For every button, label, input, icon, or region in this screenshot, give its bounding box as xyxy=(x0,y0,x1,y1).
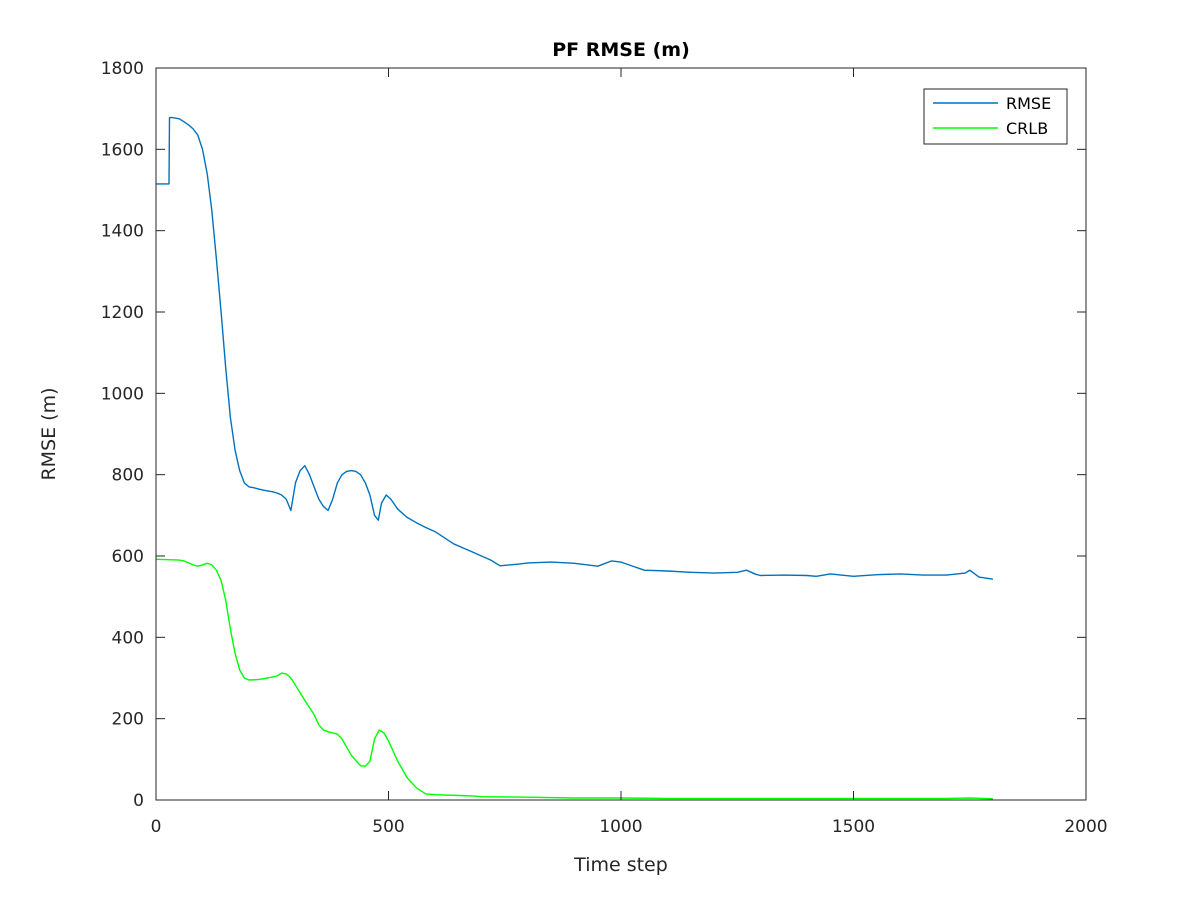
y-tick-label: 800 xyxy=(112,466,144,486)
y-tick-label: 1800 xyxy=(101,59,144,79)
x-tick-label: 1000 xyxy=(599,817,642,837)
x-tick-label: 2000 xyxy=(1064,817,1107,837)
x-tick-label: 500 xyxy=(372,817,404,837)
y-tick-label: 1000 xyxy=(101,384,144,404)
legend-box xyxy=(923,88,1068,145)
y-tick-label: 1600 xyxy=(101,140,144,160)
x-axis-label: Time step xyxy=(573,854,668,876)
y-tick-label: 400 xyxy=(112,628,144,648)
plot-area xyxy=(156,68,1086,800)
y-tick-label: 200 xyxy=(112,710,144,730)
legend-label-rmse: RMSE xyxy=(1006,94,1051,113)
series-layer xyxy=(156,116,994,800)
y-tick-label: 0 xyxy=(133,791,144,811)
legend: RMSE CRLB xyxy=(923,88,1068,145)
y-tick-label: 600 xyxy=(112,547,144,567)
y-axis-label: RMSE (m) xyxy=(38,387,60,480)
legend-label-crlb: CRLB xyxy=(1006,119,1048,138)
x-tick-label: 0 xyxy=(151,817,162,837)
ticks-layer: 0 500 1000 1500 2000 0 200 400 600 800 1000 1200 140… xyxy=(101,59,1108,837)
y-tick-label: 1400 xyxy=(101,222,144,242)
series-line-rmse xyxy=(156,116,994,580)
x-tick-label: 1500 xyxy=(832,817,875,837)
y-tick-label: 1200 xyxy=(101,303,144,323)
series-line-crlb xyxy=(156,558,994,800)
chart-title: PF RMSE (m) xyxy=(552,39,690,61)
